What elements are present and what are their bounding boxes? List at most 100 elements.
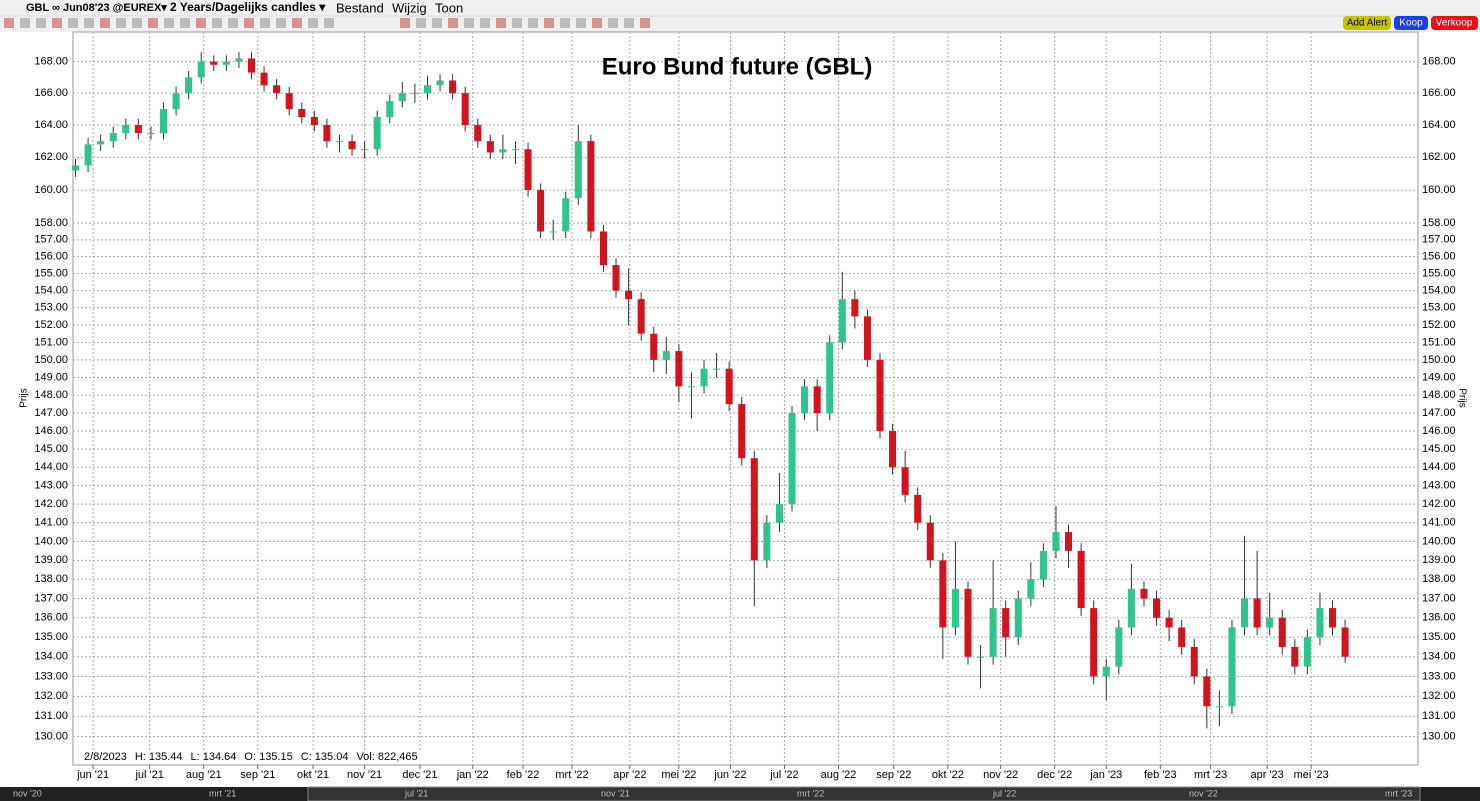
- candle-body: [511, 149, 519, 151]
- x-tick-label: sep '22: [876, 769, 911, 781]
- menu-item[interactable]: Toon: [435, 0, 463, 15]
- candle-body: [625, 290, 633, 300]
- menu-item[interactable]: Wijzig: [392, 0, 427, 15]
- candle-body: [738, 404, 746, 459]
- toolbar-icon: [608, 18, 618, 28]
- candle-body: [285, 93, 293, 110]
- y-tick-label: 138.00: [34, 573, 68, 585]
- y-tick-label-right: 148.00: [1422, 389, 1456, 401]
- candle-body: [172, 93, 180, 110]
- candle-body: [1203, 676, 1211, 707]
- candle-body: [1329, 608, 1337, 628]
- candle-body: [788, 413, 796, 505]
- candle-body: [159, 109, 168, 134]
- y-tick-label: 156.00: [34, 251, 68, 263]
- candle-body: [1115, 627, 1123, 667]
- candle-body: [813, 386, 821, 414]
- navigator-label: mrt '21: [209, 788, 236, 798]
- y-tick-label: 155.00: [34, 267, 68, 279]
- toolbar-icon: [560, 18, 570, 28]
- candle-body: [197, 61, 205, 78]
- sell-button[interactable]: [1431, 16, 1478, 30]
- y-tick-label-right: 144.00: [1422, 461, 1456, 473]
- toolbar-icon: [180, 18, 190, 28]
- candle-body: [763, 522, 771, 561]
- x-tick-label: okt '22: [932, 769, 964, 781]
- y-tick-label: 152.00: [34, 319, 68, 331]
- y-tick-label: 158.00: [34, 217, 68, 229]
- toolbar-icon: [416, 18, 426, 28]
- symbol-selector[interactable]: GBL ∞ Jun08'23 @EUREX▾: [26, 2, 167, 14]
- x-tick-label: dec '21: [402, 769, 437, 781]
- y-tick-label: 153.00: [34, 302, 68, 314]
- x-tick-label: jan '23: [1089, 769, 1122, 781]
- toolbar-icon: [400, 18, 410, 28]
- y-tick-label: 164.00: [34, 119, 68, 131]
- candle-body: [185, 77, 193, 94]
- candle-body: [499, 149, 507, 153]
- candle-body: [436, 80, 444, 86]
- toolbar-icon: [480, 18, 490, 28]
- y-tick-label-right: 164.00: [1422, 119, 1456, 131]
- candle-body: [599, 231, 607, 266]
- candle-body: [449, 80, 457, 94]
- toolbar-icon: [448, 18, 458, 28]
- candle-body: [725, 368, 733, 405]
- x-tick-label: feb '23: [1144, 769, 1177, 781]
- x-tick-label: jun '21: [76, 769, 109, 781]
- y-tick-label: 160.00: [34, 184, 68, 196]
- sell-label[interactable]: Verkoop: [1436, 18, 1473, 29]
- navigator-label: nov '22: [1189, 788, 1218, 798]
- candle-body: [1027, 579, 1035, 599]
- y-tick-label: 162.00: [34, 151, 68, 163]
- x-tick-label: apr '22: [613, 769, 646, 781]
- toolbar-icon: [212, 18, 222, 28]
- y-tick-label: 166.00: [34, 87, 68, 99]
- x-tick-label: sep '21: [240, 769, 275, 781]
- x-tick-label: jul '22: [769, 769, 798, 781]
- y-axis-label-left: Prijs: [19, 388, 30, 407]
- y-tick-label: 140.00: [34, 535, 68, 547]
- y-tick-label: 145.00: [34, 443, 68, 455]
- toolbar-icon: [132, 18, 142, 28]
- info-item: L: 134.64: [191, 751, 237, 763]
- add-alert-button[interactable]: [1343, 16, 1391, 30]
- candle-body: [750, 458, 758, 561]
- navigator-labels: nov '20 mrt '21 jul '21 nov '21 mrt '22 jul '…: [13, 788, 1412, 798]
- y-tick-label: 132.00: [34, 690, 68, 702]
- candle-body: [84, 144, 92, 166]
- y-tick-label-right: 149.00: [1422, 371, 1456, 383]
- candle-body: [122, 125, 130, 134]
- menu-item[interactable]: Bestand: [336, 0, 384, 15]
- toolbar-icon: [276, 18, 286, 28]
- navigator-window[interactable]: [307, 786, 1421, 801]
- plot-area: [72, 31, 1419, 766]
- toolbar-icon: [640, 18, 650, 28]
- buy-label[interactable]: Koop: [1399, 18, 1423, 29]
- candle-body: [851, 299, 859, 317]
- toolbar-icon: [528, 18, 538, 28]
- candle-body: [951, 588, 959, 628]
- toolbar-icon: [36, 18, 46, 28]
- y-tick-label: 133.00: [34, 670, 68, 682]
- candle-body: [650, 333, 658, 360]
- y-tick-label: 137.00: [34, 592, 68, 604]
- candle-body: [939, 560, 947, 628]
- y-tick-label-right: 142.00: [1422, 498, 1456, 510]
- y-tick-label-right: 155.00: [1422, 267, 1456, 279]
- y-tick-label-right: 136.00: [1422, 612, 1456, 624]
- toolbar-icon: [576, 18, 586, 28]
- x-tick-label: apr '23: [1251, 769, 1284, 781]
- candle-body: [524, 149, 532, 191]
- buy-button[interactable]: [1394, 16, 1428, 30]
- candle-body: [260, 72, 268, 86]
- y-tick-label: 157.00: [34, 234, 68, 246]
- candle-body: [247, 58, 256, 73]
- y-tick-label-right: 140.00: [1422, 535, 1456, 547]
- x-tick-label: jul '21: [134, 769, 163, 781]
- add-alert-label[interactable]: Add Alert: [1347, 18, 1388, 29]
- period-selector[interactable]: 2 Years/Dagelijks candles ▾: [170, 0, 326, 14]
- y-tick-label-right: 132.00: [1422, 690, 1456, 702]
